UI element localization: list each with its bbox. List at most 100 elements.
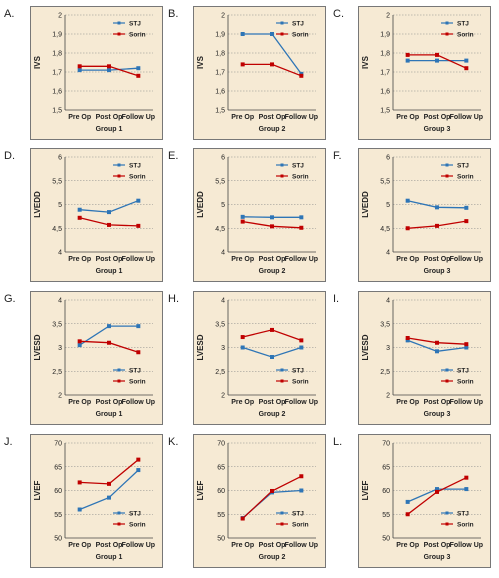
data-point-sorin [107,222,111,227]
data-point-sorin [136,457,141,462]
y-tick-label: 3,5 [52,321,62,328]
x-tick-label: Post Op [96,114,123,121]
data-point-stj [107,495,111,500]
panel-letter: H. [168,293,179,305]
x-tick-label: Post Op [424,114,451,121]
data-point-stj [136,198,141,203]
legend-label: STJ [292,20,304,27]
data-point-sorin [136,73,141,78]
data-point-stj [240,345,245,350]
legend-marker [280,379,284,383]
x-axis-title: Group 3 [424,411,451,418]
y-axis-title: LVEDD [33,191,42,218]
y-tick-label: 5 [58,202,62,209]
data-point-sorin [464,219,469,224]
x-tick-label: Post Op [259,542,286,549]
legend-label: STJ [129,367,141,374]
data-point-stj [136,66,141,71]
legend-marker [280,522,284,526]
series-line-sorin [79,459,139,485]
y-tick-label: 2 [221,13,225,20]
x-tick-label: Follow Up [285,399,318,406]
line-chart: 2 2,5 3 3,5 4 Pre Op Post Op Follow Up Group 3 LV… [361,298,483,419]
data-point-stj [77,507,82,512]
data-point-stj [270,215,274,220]
data-point-stj [435,487,439,492]
chart-panel: 1,5 1,6 1,7 1,8 1,9 2 Pre Op Post Op Follow Up Gr… [193,6,326,140]
x-axis-title: Group 2 [259,554,286,561]
x-axis-title: Group 3 [424,554,451,561]
data-point-stj [435,205,439,210]
data-point-sorin [77,339,82,344]
data-point-sorin [405,52,410,57]
x-tick-label: Pre Op [231,542,254,549]
chart-panel: 1,5 1,6 1,7 1,8 1,9 2 Pre Op Post Op Follow Up Gr… [358,6,491,140]
y-tick-label: 4 [386,250,390,257]
legend-label: STJ [457,510,469,517]
y-tick-label: 1,5 [380,108,390,115]
series-line-sorin [407,477,467,515]
y-tick-label: 4 [58,250,62,257]
y-axis-title: LVEDD [196,191,205,218]
y-tick-label: 4 [58,298,62,305]
y-tick-label: 60 [382,488,390,495]
x-tick-label: Pre Op [68,399,91,406]
y-axis-title: LVESD [361,334,370,360]
x-tick-label: Pre Op [396,399,419,406]
y-tick-label: 60 [217,488,225,495]
line-chart: 4 4,5 5 5,5 6 Pre Op Post Op Follow Up Group 3 LV… [361,155,483,276]
y-tick-label: 5 [221,202,225,209]
x-tick-label: Pre Op [231,399,254,406]
chart-panel: 50 55 60 65 70 Pre Op Post Op Follow Up Group 1 L… [30,434,163,568]
legend-label: Sorin [292,521,309,528]
chart-panel: 2 2,5 3 3,5 4 Pre Op Post Op Follow Up Group 3 LV… [358,291,491,425]
legend-marker [280,368,284,372]
line-chart: 50 55 60 65 70 Pre Op Post Op Follow Up Group 3 L… [361,441,483,562]
y-tick-label: 70 [54,441,62,448]
y-tick-label: 1,5 [52,108,62,115]
line-chart: 2 2,5 3 3,5 4 Pre Op Post Op Follow Up Group 2 LV… [196,298,318,419]
y-tick-label: 4,5 [215,226,225,233]
data-point-sorin [107,64,111,69]
legend-marker [445,174,449,178]
legend-label: STJ [129,510,141,517]
x-tick-label: Post Op [96,399,123,406]
x-axis-title: Group 3 [424,268,451,275]
data-point-sorin [435,52,439,57]
x-axis-title: Group 1 [96,554,123,561]
y-tick-label: 6 [221,155,225,162]
legend-marker [117,379,121,383]
x-tick-label: Post Op [424,399,451,406]
y-tick-label: 1,6 [380,89,390,96]
x-axis-title: Group 1 [96,268,123,275]
y-tick-label: 1,9 [380,32,390,39]
chart-panel: 1,5 1,6 1,7 1,8 1,9 2 Pre Op Post Op Follow Up Gr… [30,6,163,140]
x-tick-label: Pre Op [68,256,91,263]
y-axis-title: LVESD [33,334,42,360]
chart-panel: 4 4,5 5 5,5 6 Pre Op Post Op Follow Up Group 3 LV… [358,148,491,282]
data-point-stj [270,32,274,36]
y-axis-title: LVESD [196,334,205,360]
y-tick-label: 55 [382,512,390,519]
y-tick-label: 1,7 [52,70,62,77]
x-tick-label: Follow Up [285,114,318,121]
data-point-stj [270,355,274,359]
y-tick-label: 5,5 [380,178,390,185]
data-point-stj [464,58,469,63]
data-point-sorin [77,64,82,69]
y-tick-label: 2,5 [380,369,390,376]
line-chart: 50 55 60 65 70 Pre Op Post Op Follow Up Group 1 L… [33,441,155,562]
y-tick-label: 1,7 [380,70,390,77]
data-point-sorin [405,226,410,231]
data-point-stj [405,499,410,504]
y-tick-label: 1,8 [52,51,62,58]
x-tick-label: Pre Op [68,542,91,549]
y-tick-label: 50 [217,536,225,543]
y-tick-label: 2 [58,13,62,20]
x-tick-label: Follow Up [450,542,483,549]
x-tick-label: Follow Up [122,399,155,406]
legend-marker [445,379,449,383]
data-point-stj [435,58,439,63]
legend-label: STJ [457,20,469,27]
data-point-sorin [136,350,141,355]
